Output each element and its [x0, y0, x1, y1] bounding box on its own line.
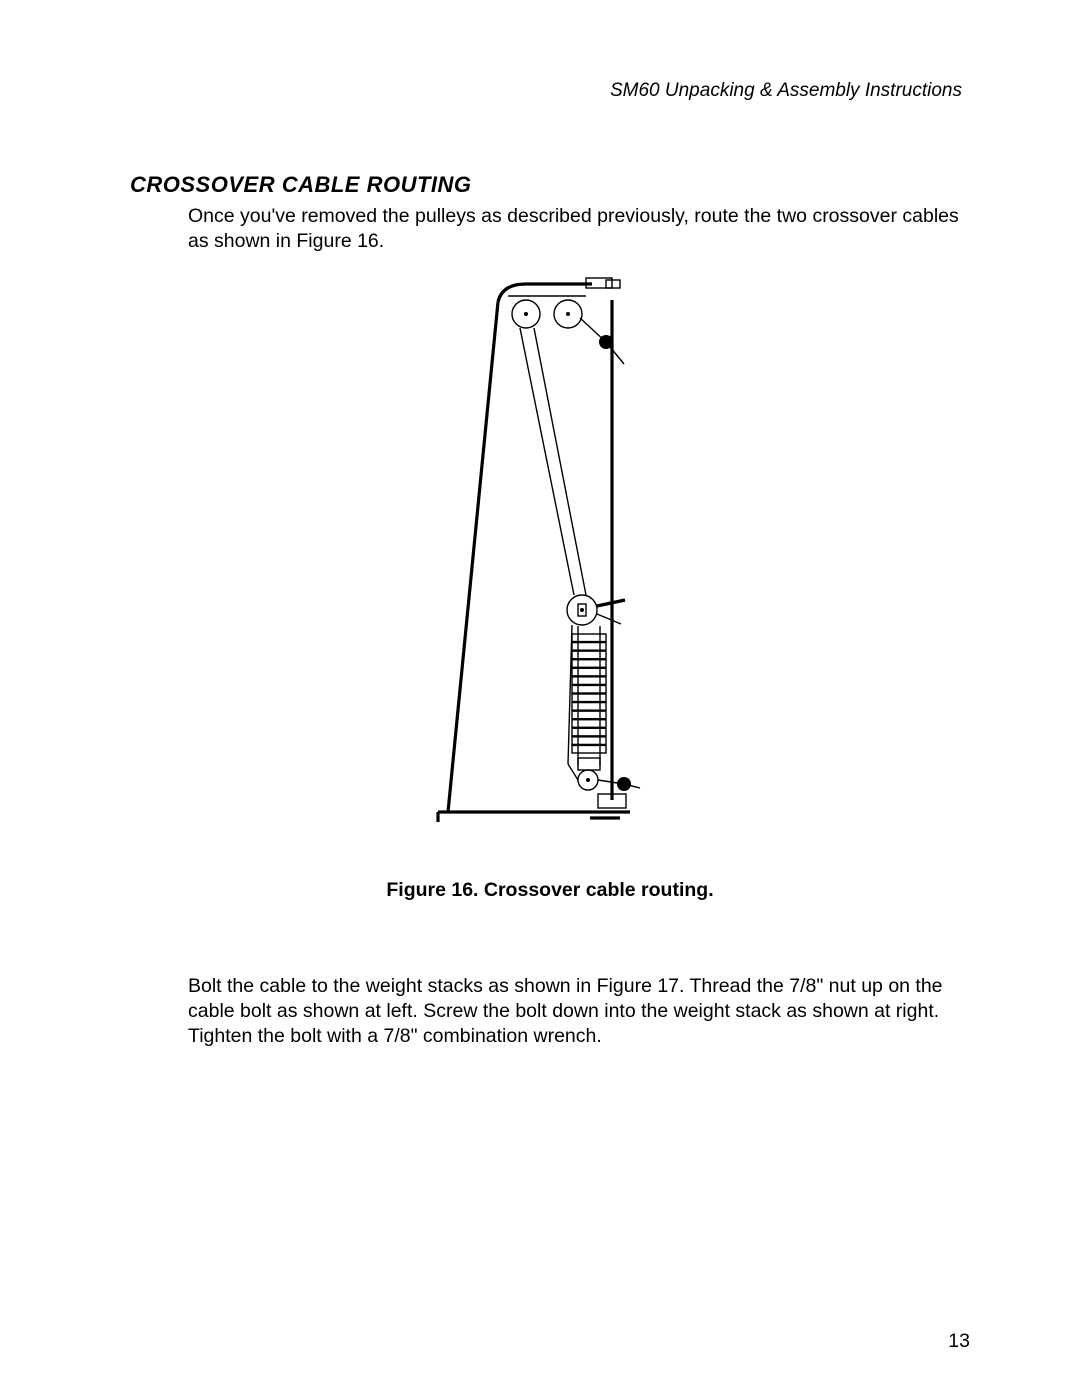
page-number: 13 — [948, 1330, 970, 1353]
body-paragraph-2: Bolt the cable to the weight stacks as s… — [188, 974, 970, 1049]
section-title: CROSSOVER CABLE ROUTING — [130, 172, 970, 198]
figure-16-diagram — [130, 272, 970, 837]
intro-paragraph: Once you've removed the pulleys as descr… — [188, 204, 970, 254]
figure-caption: Figure 16. Crossover cable routing. — [130, 879, 970, 902]
document-header: SM60 Unpacking & Assembly Instructions — [130, 80, 970, 102]
